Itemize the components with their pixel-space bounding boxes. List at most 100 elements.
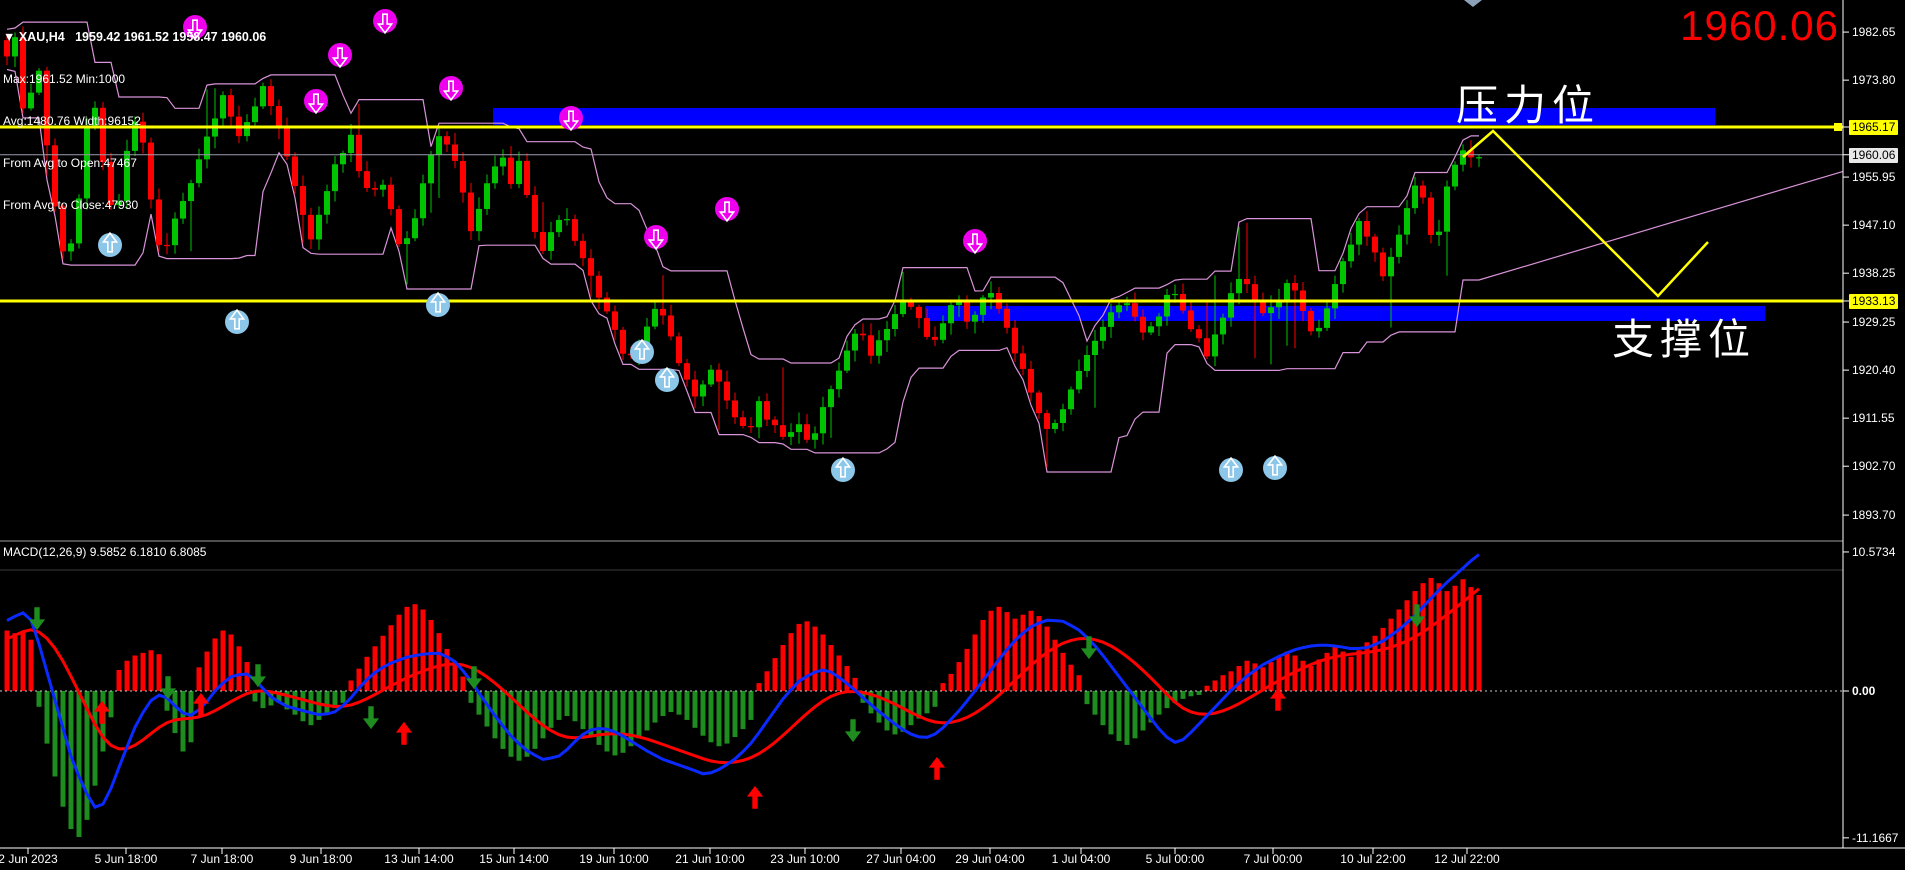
candle-body [756,401,762,428]
candle-body [980,297,986,315]
macd-histogram-bar [772,658,778,691]
candle-body [1188,310,1194,330]
candle-body [684,363,690,380]
candle-body [1220,317,1226,335]
candle-body [476,208,482,232]
macd-histogram-bar [708,691,714,743]
macd-histogram-bar [452,663,458,691]
support-zone-label[interactable]: 支撑位 [1612,318,1757,364]
macd-histogram-bar [1012,618,1018,691]
candle-body [1420,185,1426,198]
candle-body [244,122,250,137]
candle-body [884,328,890,341]
candle-body [388,184,394,210]
macd-histogram-bar [636,691,642,739]
macd-histogram-bar [668,691,674,713]
macd-histogram-bar [348,680,354,691]
macd-histogram-bar [1052,639,1058,691]
candle-body [748,426,754,428]
macd-histogram-bar [836,655,842,691]
candle-body [12,37,18,57]
macd-histogram-bar [180,691,186,752]
candle-body [308,214,314,240]
macd-histogram-bar [556,691,562,720]
price-axis-label: 1973.80 [1852,73,1896,88]
down-arrow-icon [307,93,325,115]
macd-histogram-bar [1452,585,1458,691]
candle-body [1164,294,1170,317]
macd-histogram-bar [108,691,114,718]
time-axis-label: 19 Jun 10:00 [579,852,649,866]
macd-histogram-bar [1252,663,1258,691]
candle-body [924,318,930,337]
macd-histogram-bar [1444,591,1450,691]
macd-histogram-bar [956,662,962,691]
candle-body [764,401,770,420]
macd-histogram-bar [372,646,378,691]
time-axis-label: 21 Jun 10:00 [675,852,745,866]
macd-histogram-bar [252,691,258,702]
candle-body [260,86,266,107]
macd-histogram-bar [1156,691,1162,715]
candle-body [812,433,818,440]
resistance-zone-label[interactable]: 压力位 [1456,84,1601,130]
candle-body [372,187,378,190]
candle-body [644,326,650,349]
macd-histogram-bar [868,691,874,714]
up-arrow-icon [633,338,651,360]
candle-body [1044,413,1050,429]
candle-body [948,305,954,324]
resistance-zone[interactable] [493,108,1715,125]
macd-histogram-bar [1364,642,1370,691]
macd-histogram-bar [972,634,978,691]
macd-histogram-bar [1476,595,1482,691]
candle-body [36,70,42,93]
candle-body [988,292,994,298]
macd-histogram-bar [644,691,650,731]
macd-histogram-bar [132,655,138,691]
candle-body [332,164,338,192]
candle-body [108,161,114,205]
macd-histogram-bar [356,668,362,691]
macd-histogram-bar [988,610,994,691]
scroll-position-marker[interactable] [1464,0,1482,7]
forecast-zigzag-line[interactable] [1462,129,1709,298]
candle-body [1004,308,1010,328]
price-axis-label: 1960.06 [1849,147,1899,163]
candle-body [668,315,674,337]
candle-body [1100,326,1106,341]
candle-body [940,323,946,340]
macd-histogram-bar [1396,609,1402,691]
candle-body [1436,231,1442,235]
current-price-display: 1960.06 [1680,2,1839,49]
candle-body [1292,283,1298,291]
candle-body [692,379,698,397]
macd-fast-line [6,553,1480,810]
candle-body [1380,252,1386,277]
time-axis-label: 7 Jun 18:00 [190,852,254,866]
candle-body [100,107,106,162]
macd-histogram-bar [140,652,146,691]
line-drag-handle[interactable] [1834,123,1842,131]
macd-histogram-bar [228,634,234,691]
candle-body [420,183,426,219]
price-axis-label: 1982.65 [1852,25,1896,40]
candle-body [972,314,978,322]
macd-sell-cross-arrow-icon [362,706,380,730]
macd-histogram-bar [540,691,546,739]
macd-buy-cross-arrow-icon [192,692,210,716]
candle-body [404,238,410,245]
candle-body [1156,316,1162,327]
candle-body [868,335,874,356]
macd-histogram-bar [948,673,954,691]
macd-histogram-bar [332,691,338,709]
macd-histogram-bar [404,606,410,691]
macd-histogram-bar [1108,691,1114,735]
candle-body [124,150,130,202]
up-arrow-icon [1266,454,1284,476]
candle-body [148,142,154,200]
candle-body [164,244,170,247]
candle-body [268,86,274,107]
macd-histogram-bar [620,691,626,753]
